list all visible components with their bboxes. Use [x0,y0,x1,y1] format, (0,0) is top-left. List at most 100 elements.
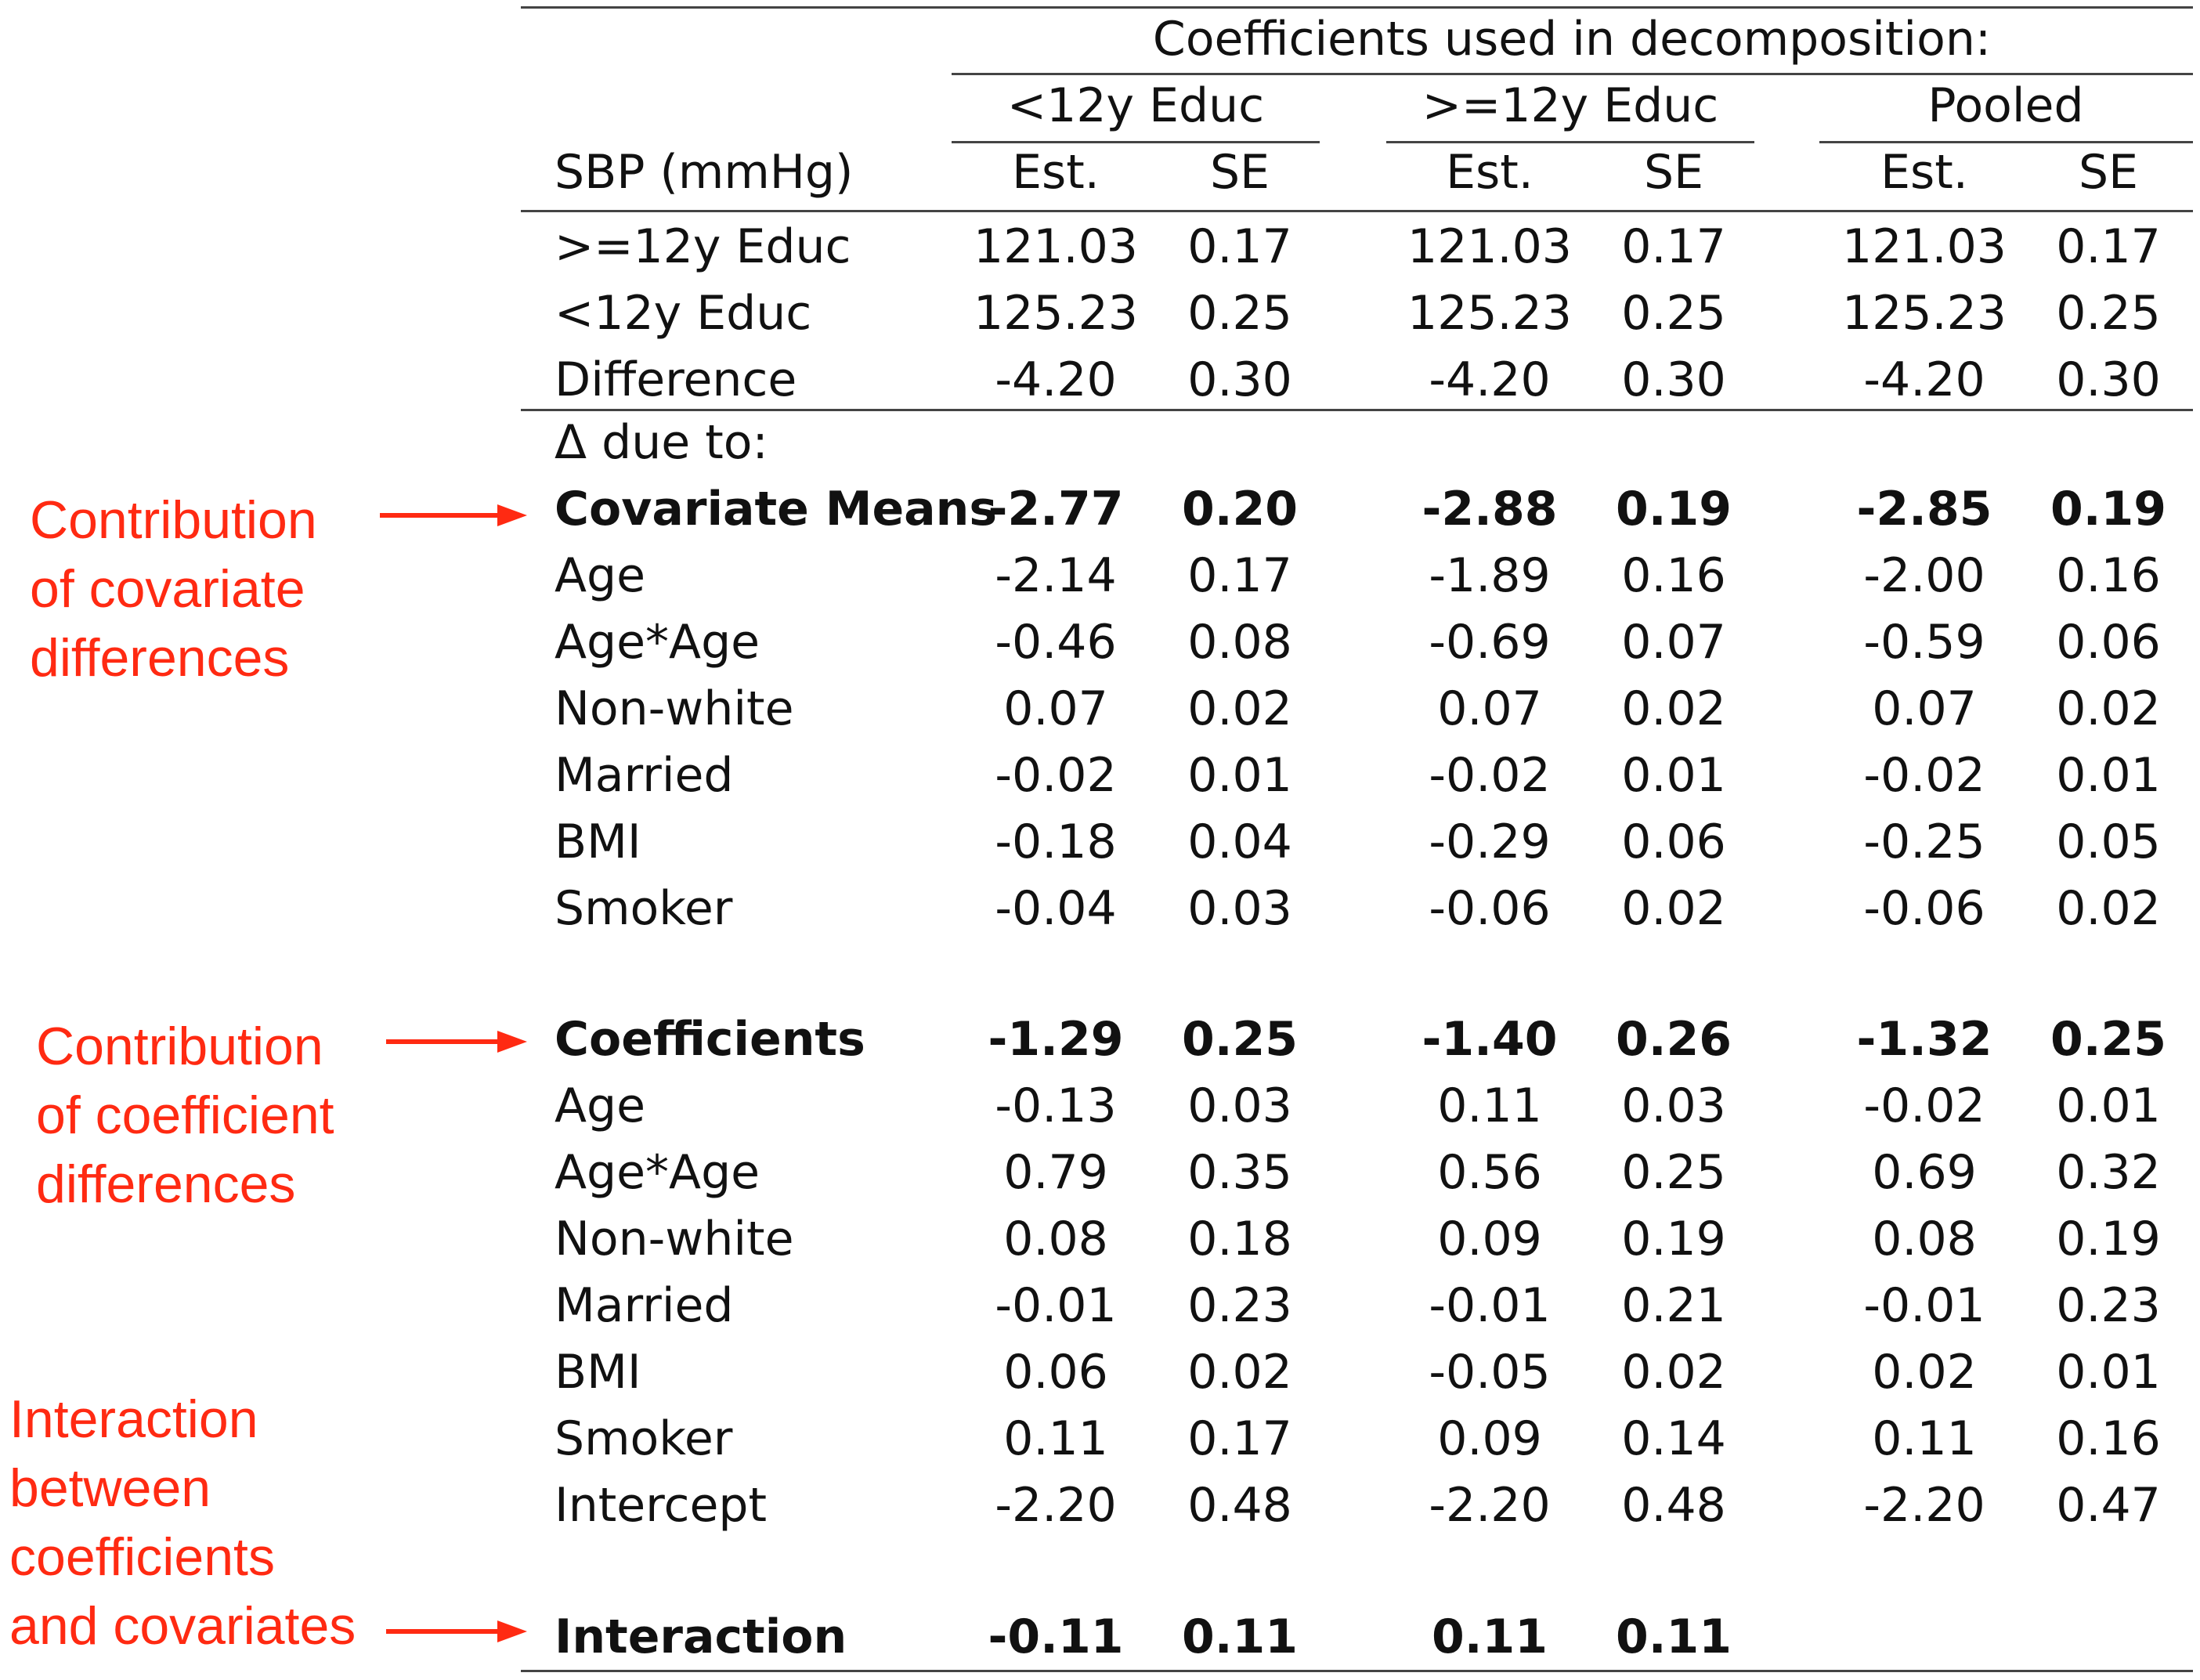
cell-se-lt12: 0.04 [1187,815,1292,869]
cell-est-pooled: 121.03 [1842,219,2007,274]
cell-est-ge12: 0.56 [1437,1145,1542,1200]
cell-est-pooled: -4.20 [1863,352,1985,407]
cell-se-pooled: 0.01 [2056,748,2161,803]
cell-est-ge12: 121.03 [1407,219,1572,274]
caption-underline [952,73,2193,75]
difference-bottom-rule [521,409,2193,411]
cell-se-lt12: 0.18 [1187,1212,1292,1266]
cell-se-pooled: 0.16 [2056,548,2161,603]
cell-se-pooled: 0.01 [2056,1345,2161,1400]
row-label: Difference [555,352,797,407]
row-label: <12y Educ [555,286,812,341]
cell-se-pooled: 0.32 [2056,1145,2161,1200]
cell-se-lt12: 0.35 [1187,1145,1292,1200]
row-label: BMI [555,1345,641,1400]
cell-est-lt12: -0.11 [988,1610,1124,1664]
cell-se-lt12: 0.25 [1181,1012,1299,1067]
group-underline-lt12 [952,141,1320,143]
decomposition-caption: Coefficients used in decomposition: [1152,12,1992,67]
group-header-pooled: Pooled [1927,78,2084,133]
arrow-right-icon [386,1620,527,1642]
cell-est-ge12: -4.20 [1429,352,1551,407]
subcol-est-lt12: Est. [1012,145,1100,200]
cell-est-pooled: 0.07 [1872,681,1977,736]
subcol-se-lt12: SE [1210,145,1270,200]
cell-est-ge12: -1.40 [1422,1012,1558,1067]
cell-se-lt12: 0.03 [1187,881,1292,936]
row-label: Age*Age [555,1145,760,1200]
cell-se-lt12: 0.17 [1187,219,1292,274]
cell-est-lt12: -1.29 [988,1012,1124,1067]
cell-se-pooled: 0.47 [2056,1478,2161,1533]
cell-se-ge12: 0.17 [1621,219,1726,274]
annotation-line: coefficients [9,1527,275,1587]
annotation-line: Interaction [9,1389,258,1449]
cell-se-pooled: 0.23 [2056,1278,2161,1333]
cell-est-lt12: -0.13 [995,1078,1117,1133]
outcome-label: SBP (mmHg) [555,145,854,200]
cell-se-pooled: 0.05 [2056,815,2161,869]
subcol-est-pooled: Est. [1880,145,1968,200]
cell-se-lt12: 0.02 [1187,1345,1292,1400]
row-label: Intercept [555,1478,768,1533]
cell-est-lt12: 0.06 [1003,1345,1108,1400]
cell-se-lt12: 0.20 [1181,482,1299,537]
cell-est-pooled: -0.06 [1863,881,1985,936]
cell-est-ge12: -0.69 [1429,615,1551,670]
annotation-line: and covariates [9,1596,356,1656]
cell-est-lt12: -0.46 [995,615,1117,670]
cell-se-lt12: 0.17 [1187,548,1292,603]
cell-est-ge12: -2.20 [1429,1478,1551,1533]
cell-est-pooled: 0.08 [1872,1212,1977,1266]
group-underline-ge12 [1386,141,1754,143]
cell-se-ge12: 0.11 [1615,1610,1732,1664]
cell-est-ge12: -0.02 [1429,748,1551,803]
cell-se-ge12: 0.07 [1621,615,1726,670]
cell-se-ge12: 0.25 [1621,286,1726,341]
cell-est-pooled: -0.25 [1863,815,1985,869]
cell-se-lt12: 0.03 [1187,1078,1292,1133]
cell-est-ge12: -2.88 [1422,482,1558,537]
table-bottom-rule [521,1670,2193,1672]
cell-se-ge12: 0.26 [1615,1012,1732,1067]
table-top-rule [521,6,2193,9]
cell-est-ge12: 125.23 [1407,286,1572,341]
cell-se-pooled: 0.17 [2056,219,2161,274]
annotation-interaction: Interaction between coefficients and cov… [9,1385,356,1660]
cell-est-ge12: 0.09 [1437,1212,1542,1266]
cell-est-lt12: 0.11 [1003,1411,1108,1466]
cell-se-pooled: 0.06 [2056,615,2161,670]
cell-est-lt12: -0.04 [995,881,1117,936]
cell-se-lt12: 0.23 [1187,1278,1292,1333]
subcol-se-pooled: SE [2079,145,2138,200]
annotation-line: of coefficient [36,1086,334,1145]
cell-est-ge12: -0.29 [1429,815,1551,869]
cell-est-lt12: 0.07 [1003,681,1108,736]
cell-est-pooled: -0.02 [1863,1078,1985,1133]
row-label: Non-white [555,1212,794,1266]
header-bottom-rule [521,210,2193,212]
cell-est-lt12: 121.03 [974,219,1138,274]
cell-se-ge12: 0.16 [1621,548,1726,603]
cell-est-pooled: -0.02 [1863,748,1985,803]
cell-est-pooled: 0.11 [1872,1411,1977,1466]
cell-est-lt12: -4.20 [995,352,1117,407]
row-label: Married [555,1278,734,1333]
cell-est-ge12: -0.06 [1429,881,1551,936]
cell-se-ge12: 0.03 [1621,1078,1726,1133]
cell-est-lt12: -2.77 [988,482,1124,537]
delta-due-to-label: Δ due to: [555,415,768,470]
cell-est-lt12: -0.02 [995,748,1117,803]
cell-est-ge12: 0.11 [1431,1610,1548,1664]
cell-se-ge12: 0.30 [1621,352,1726,407]
cell-est-pooled: -2.20 [1863,1478,1985,1533]
cell-est-lt12: 0.08 [1003,1212,1108,1266]
cell-se-pooled: 0.02 [2056,881,2161,936]
cell-se-ge12: 0.01 [1621,748,1726,803]
cell-se-ge12: 0.06 [1621,815,1726,869]
cell-se-ge12: 0.14 [1621,1411,1726,1466]
row-label: Covariate Means [555,482,998,537]
annotation-line: Contribution [30,490,317,550]
cell-se-pooled: 0.16 [2056,1411,2161,1466]
row-label: Age [555,548,646,603]
